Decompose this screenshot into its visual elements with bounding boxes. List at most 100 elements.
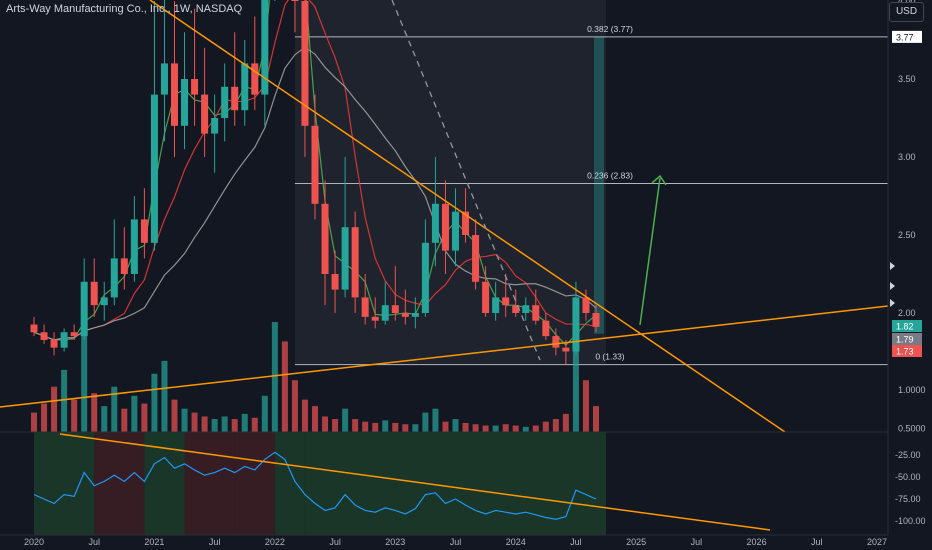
volume-bar (221, 416, 228, 432)
moving-average-line (33, 0, 597, 341)
y-tick-label: 0.5000 (898, 424, 926, 434)
fib-label: 0.236 (2.83) (587, 171, 633, 181)
volume-bar (572, 322, 579, 432)
volume-bar (593, 406, 599, 432)
volume-bar (362, 421, 369, 432)
candle-body (40, 332, 48, 340)
volume-bar (101, 406, 108, 432)
candle-body (582, 297, 590, 313)
dashed-trend-line (391, 0, 541, 361)
volume-bar (191, 412, 198, 432)
candle-body (171, 63, 178, 126)
volume-bar (171, 399, 178, 432)
volume-bar (241, 413, 248, 432)
volume-bar (301, 399, 308, 432)
candle-body (321, 203, 329, 274)
candle-body (502, 297, 510, 306)
candle-body (90, 281, 98, 306)
candle-body (110, 258, 118, 298)
price-tag (892, 345, 922, 357)
price-tag-label: 1.79 (896, 335, 914, 345)
candle-body (291, 0, 299, 1)
candle-body (150, 94, 158, 243)
volume-bar (91, 393, 98, 432)
candle-body (492, 297, 500, 313)
y-tick-label: 3.50 (898, 74, 916, 84)
volume-bar (402, 424, 409, 432)
volume-bar (141, 403, 148, 432)
candle-body (130, 219, 138, 274)
volume-bar (61, 369, 68, 432)
volume-bar (532, 425, 539, 432)
candle-body (371, 316, 379, 321)
candle-body (100, 297, 108, 306)
volume-bar (41, 403, 48, 432)
volume-bar (231, 419, 238, 432)
volume-bar (322, 416, 329, 432)
volume-bar (291, 380, 298, 432)
volume-bar (412, 424, 419, 432)
y-tick-label: 2.50 (898, 230, 916, 240)
candle-body (391, 305, 399, 313)
volume-bar (251, 417, 258, 432)
candle-body (411, 313, 419, 317)
axis-marker-icon (890, 262, 895, 270)
volume-bar (271, 322, 278, 432)
candle-body (231, 86, 239, 111)
fib-label: 0 (1.33) (595, 352, 624, 362)
rsi-zone (234, 432, 275, 535)
rsi-tick-label: -50.00 (895, 472, 921, 482)
y-tick-label: 1.0000 (898, 385, 926, 395)
volume-bar (181, 408, 188, 432)
volume-bar (151, 373, 158, 432)
volume-bar (542, 421, 549, 432)
volume-bar (281, 341, 288, 432)
candle-body (441, 203, 449, 251)
candle-body (261, 0, 269, 95)
volume-bar (392, 422, 399, 432)
projection-arrow-line (639, 177, 661, 326)
x-tick-label: Jul (691, 537, 703, 547)
candle-body (351, 227, 359, 298)
currency-button[interactable]: USD (889, 2, 924, 22)
candle-body (30, 324, 38, 333)
volume-bar (502, 424, 509, 432)
volume-bar (442, 421, 449, 432)
price-tag-label: 1.82 (896, 322, 914, 332)
volume-bar (161, 360, 168, 432)
candle-body (201, 94, 209, 134)
candle-body (331, 274, 339, 290)
x-tick-label: 2026 (747, 537, 767, 547)
candle-body (592, 313, 600, 327)
x-tick-label: 2021 (144, 537, 164, 547)
candle-body (562, 347, 570, 352)
volume-bar (201, 416, 208, 432)
rsi-zone (274, 432, 305, 535)
moving-average-line (33, 46, 597, 341)
candle-body (60, 332, 68, 348)
volume-bar (372, 422, 379, 432)
x-tick-label: 2020 (24, 537, 44, 547)
price-tag (892, 320, 922, 332)
rsi-tick-label: -25.00 (895, 450, 921, 460)
downtrend-line (149, 0, 786, 433)
candle-body (522, 305, 530, 313)
volume-bar (31, 412, 37, 432)
y-tick-label: 3.00 (898, 152, 916, 162)
price-tag-label: 3.77 (896, 32, 914, 42)
volume-bar (131, 395, 138, 432)
candle-body (512, 305, 520, 313)
candle-body (70, 332, 78, 337)
rsi-line (33, 451, 597, 520)
candle-body (482, 281, 490, 313)
candle-body (241, 63, 249, 111)
volume-bar (552, 419, 559, 432)
volume-bar (422, 412, 429, 432)
candle-body (80, 281, 88, 337)
volume-bar (211, 419, 218, 432)
axis-marker-icon (890, 282, 895, 290)
candle-body (221, 86, 229, 118)
volume-bar (352, 419, 359, 432)
candle-body (381, 305, 389, 321)
